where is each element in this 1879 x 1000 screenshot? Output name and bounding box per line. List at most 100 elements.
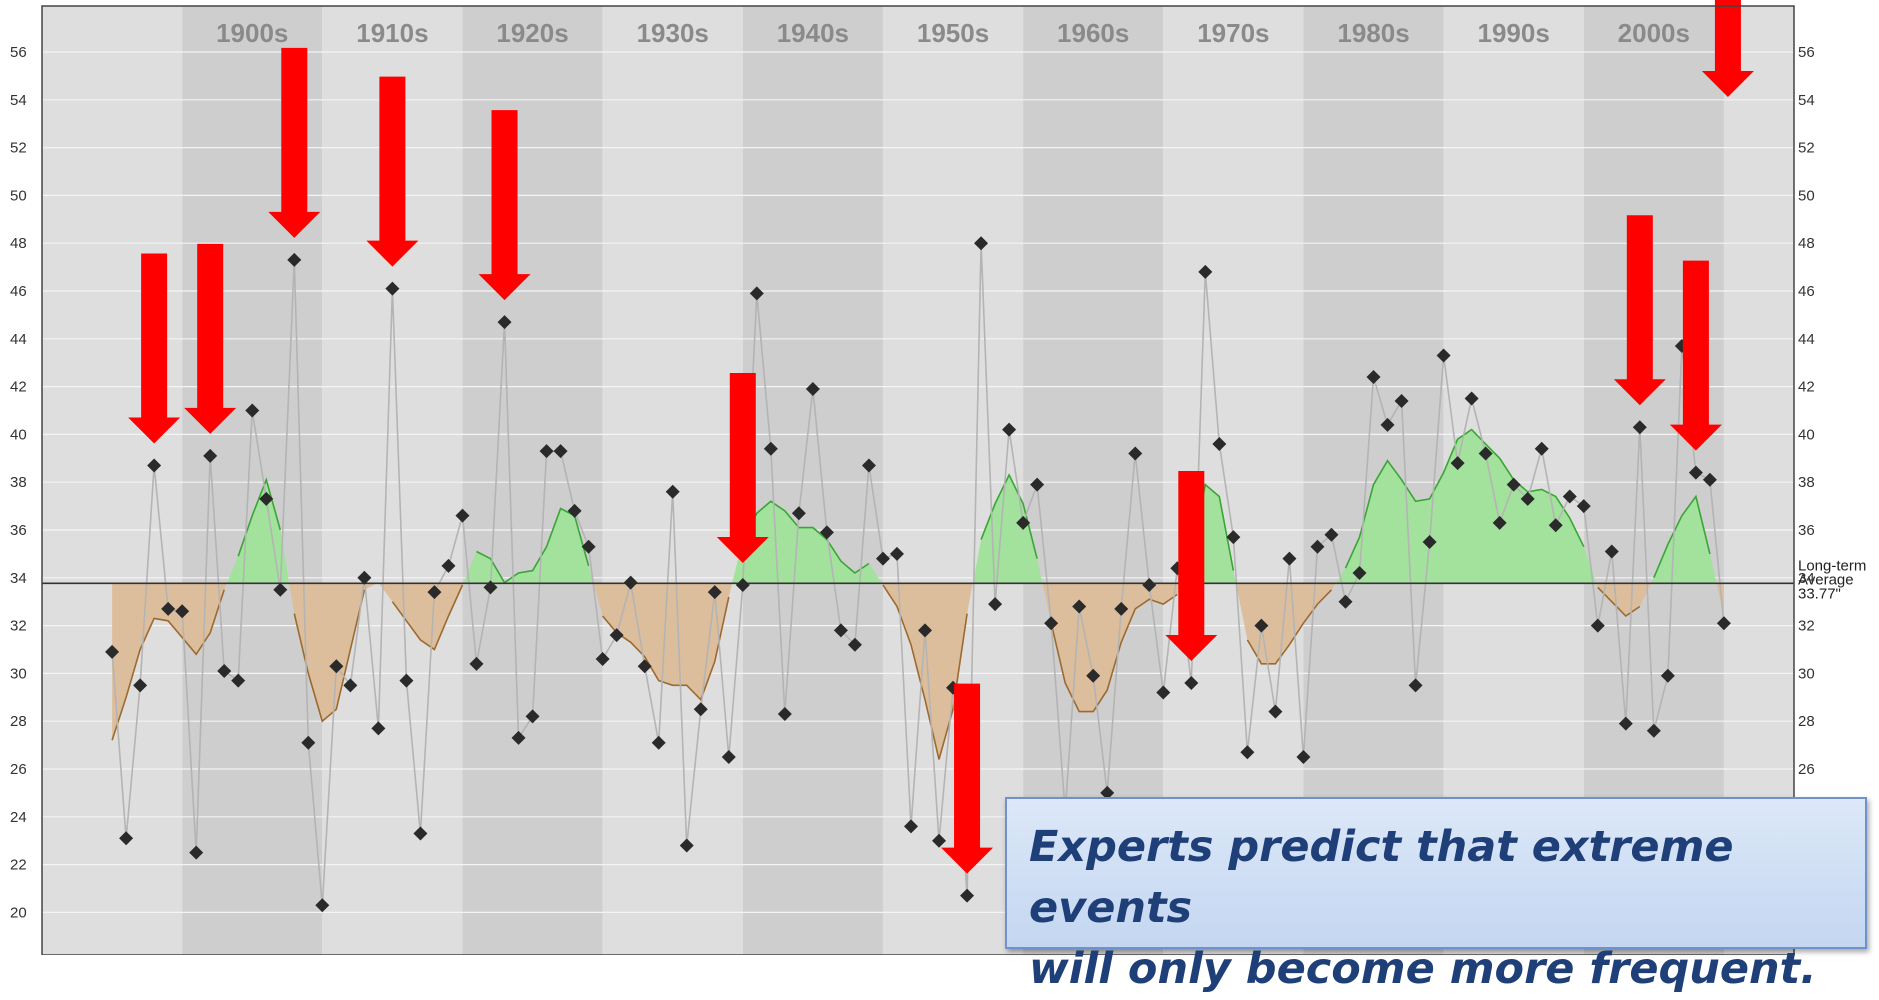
- extreme-arrow: [941, 683, 994, 874]
- decade-band: [882, 6, 1024, 955]
- data-point: [399, 673, 414, 688]
- y-tick-label: 42: [10, 379, 27, 396]
- data-point: [259, 491, 274, 506]
- yearly-connector: [111, 243, 1725, 906]
- data-point: [1604, 544, 1619, 559]
- data-point: [749, 286, 764, 301]
- data-point: [553, 444, 568, 459]
- y-tick-label-right: 46: [1798, 283, 1815, 300]
- y-tick-label: 34: [10, 570, 27, 587]
- data-point: [861, 458, 876, 473]
- data-point: [189, 845, 204, 860]
- below-average-curve: [111, 589, 225, 741]
- below-average-area: [112, 583, 227, 741]
- data-point: [1254, 618, 1269, 633]
- data-point: [245, 403, 260, 418]
- data-point: [960, 888, 975, 903]
- data-point: [581, 539, 596, 554]
- data-point: [819, 525, 834, 540]
- below-average-area: [289, 583, 377, 722]
- data-point: [161, 601, 176, 616]
- below-average-curve: [1246, 589, 1333, 665]
- data-point: [1002, 422, 1017, 437]
- data-point: [511, 730, 526, 745]
- decade-band: [1023, 6, 1164, 955]
- average-deviation-fills: [111, 428, 1724, 760]
- decade-label: 1950s: [917, 18, 989, 48]
- decade-band: [462, 6, 603, 955]
- extreme-arrow: [1669, 260, 1722, 451]
- data-point: [133, 678, 148, 693]
- data-point: [777, 707, 792, 722]
- decade-labels: 1900s 1910s 1920s 1930s 1940s 1950s 1960s 1970s…: [216, 18, 1690, 48]
- y-tick-label-right: 48: [1798, 235, 1815, 252]
- data-point: [371, 721, 386, 736]
- y-tick-label: 32: [10, 618, 27, 635]
- data-point: [1548, 518, 1563, 533]
- data-point: [1576, 499, 1591, 514]
- y-tick-label: 56: [10, 44, 27, 61]
- extreme-arrow: [128, 253, 181, 444]
- data-point: [427, 585, 442, 600]
- data-point: [805, 381, 820, 396]
- data-point: [847, 637, 862, 652]
- y-tick-label-right: 50: [1798, 187, 1815, 204]
- below-average-curve: [601, 596, 730, 702]
- y-tick-label-right: 32: [1798, 618, 1815, 635]
- above-average-area: [463, 508, 594, 584]
- data-point: [1716, 616, 1731, 631]
- data-point: [609, 628, 624, 643]
- y-tick-label-right: 36: [1798, 522, 1815, 539]
- data-point: [1226, 530, 1241, 545]
- data-point: [1464, 391, 1479, 406]
- data-point: [988, 597, 1003, 612]
- extreme-event-arrows: [128, 0, 1754, 874]
- data-point: [441, 558, 456, 573]
- decade-label: 1980s: [1337, 18, 1409, 48]
- data-point: [1380, 417, 1395, 432]
- y-tick-label-right: 42: [1798, 379, 1815, 396]
- data-point: [1562, 489, 1577, 504]
- data-point: [903, 819, 918, 834]
- below-average-area: [593, 583, 733, 700]
- data-point: [539, 444, 554, 459]
- y-tick-label: 44: [10, 331, 27, 348]
- decade-band: [42, 6, 183, 955]
- y-tick-label-right: 26: [1798, 761, 1815, 778]
- data-point: [567, 503, 582, 518]
- data-point: [1478, 446, 1493, 461]
- data-point: [231, 673, 246, 688]
- data-point: [1100, 785, 1115, 800]
- data-point: [1030, 477, 1045, 492]
- above-average-area: [972, 475, 1043, 584]
- data-point: [413, 826, 428, 841]
- data-point: [1688, 465, 1703, 480]
- y-tick-label: 48: [10, 235, 27, 252]
- data-point: [497, 315, 512, 330]
- decade-label: 1970s: [1197, 18, 1269, 48]
- y-tick-label: 54: [10, 92, 27, 109]
- y-tick-label: 40: [10, 426, 27, 443]
- y-tick-label: 38: [10, 474, 27, 491]
- callout-line-1: Experts predict that extreme events: [1029, 822, 1734, 933]
- data-point: [1016, 515, 1031, 530]
- data-point: [1534, 441, 1549, 456]
- data-point: [343, 678, 358, 693]
- data-point: [1310, 539, 1325, 554]
- data-point: [1632, 420, 1647, 435]
- y-tick-label-right: 30: [1798, 665, 1815, 682]
- data-point: [1198, 264, 1213, 279]
- y-axis-right: 1826283032343638404244464850525456: [1798, 44, 1815, 969]
- data-point: [175, 604, 190, 619]
- y-tick-label-right: 40: [1798, 426, 1815, 443]
- data-point: [1044, 616, 1059, 631]
- above-average-curve: [476, 507, 590, 584]
- data-point: [203, 448, 218, 463]
- data-point: [707, 585, 722, 600]
- above-average-curve: [742, 500, 870, 575]
- extreme-arrow: [268, 47, 321, 238]
- y-tick-label: 52: [10, 140, 27, 157]
- y-tick-label: 28: [10, 713, 27, 730]
- data-point: [1324, 527, 1339, 542]
- decade-label: 1960s: [1057, 18, 1129, 48]
